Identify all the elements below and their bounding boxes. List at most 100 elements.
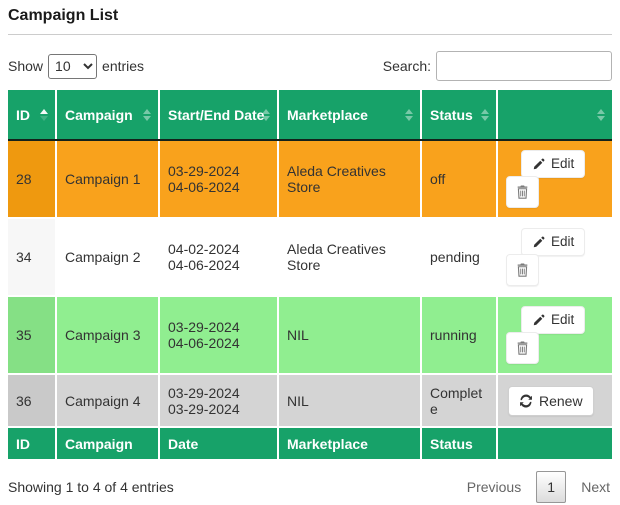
cell-marketplace: Aleda Creatives Store	[278, 140, 422, 219]
renew-button-label: Renew	[539, 392, 583, 409]
table-row: 34 Campaign 2 04-02-2024 04-06-2024 Aleda Cr…	[8, 218, 612, 297]
cell-id: 28	[8, 140, 57, 219]
trash-icon	[517, 263, 528, 277]
trash-icon	[517, 185, 528, 199]
cell-actions: Edit	[497, 140, 612, 219]
pagination-page-1[interactable]: 1	[536, 471, 567, 503]
footer-column-status: Status	[421, 426, 498, 459]
table-info: Showing 1 to 4 of 4 entries	[8, 479, 174, 495]
cell-status: Complete	[421, 374, 498, 428]
column-header-marketplace[interactable]: Marketplace	[278, 90, 422, 141]
cell-dates: 04-02-2024 04-06-2024	[159, 218, 279, 297]
delete-button[interactable]	[506, 175, 539, 208]
pencil-icon	[533, 314, 545, 325]
title-divider	[8, 34, 612, 35]
search-input[interactable]	[436, 51, 612, 81]
cell-campaign: Campaign 4	[56, 374, 160, 428]
trash-icon	[517, 341, 528, 355]
cell-status: running	[421, 296, 498, 375]
footer-column-start-end-date: Date	[159, 426, 279, 459]
cell-actions: Edit	[497, 296, 612, 375]
cell-status: pending	[421, 218, 498, 297]
cell-dates: 03-29-2024 04-06-2024	[159, 140, 279, 219]
sort-icon	[597, 108, 605, 121]
sort-icon	[262, 108, 270, 121]
edit-button[interactable]: Edit	[521, 306, 586, 334]
row-actions: Edit	[506, 306, 604, 364]
column-label: ID	[16, 106, 30, 123]
sort-icon	[481, 108, 489, 121]
pagination: Previous 1 Next	[467, 471, 610, 503]
table-row: 28 Campaign 1 03-29-2024 04-06-2024 Aleda Cr…	[8, 140, 612, 219]
cell-dates: 03-29-2024 04-06-2024	[159, 296, 279, 375]
cell-actions: Renew	[497, 374, 612, 428]
sort-icon	[143, 108, 151, 121]
pagination-previous[interactable]: Previous	[466, 479, 522, 495]
page-length-select[interactable]: 10	[48, 53, 98, 79]
date-line: 04-06-2024	[168, 257, 240, 273]
date-line: 03-29-2024	[168, 319, 240, 335]
bottom-bar: Showing 1 to 4 of 4 entries Previous 1 N…	[8, 471, 612, 503]
cell-campaign: Campaign 2	[56, 218, 160, 297]
column-header-campaign[interactable]: Campaign	[56, 90, 160, 141]
campaign-table: ID Campaign Start/End Date Marketplace Statu…	[8, 90, 612, 459]
cell-id: 34	[8, 218, 57, 297]
footer-column-actions	[497, 426, 612, 459]
cell-campaign: Campaign 1	[56, 140, 160, 219]
sort-icon	[405, 108, 413, 121]
entries-label: entries	[102, 58, 145, 74]
column-header-id[interactable]: ID	[8, 90, 57, 141]
cell-id: 36	[8, 374, 57, 428]
table-row: 35 Campaign 3 03-29-2024 04-06-2024 NIL runni…	[8, 296, 612, 375]
footer-column-campaign: Campaign	[56, 426, 160, 459]
edit-button-label: Edit	[551, 156, 575, 172]
column-header-actions[interactable]	[497, 90, 612, 141]
search-control: Search:	[383, 51, 612, 81]
cell-campaign: Campaign 3	[56, 296, 160, 375]
date-line: 04-02-2024	[168, 241, 240, 257]
edit-button[interactable]: Edit	[521, 150, 586, 178]
pencil-icon	[533, 236, 545, 247]
delete-button[interactable]	[506, 253, 539, 286]
column-label: Status	[430, 106, 473, 123]
cell-marketplace: NIL	[278, 296, 422, 375]
edit-button[interactable]: Edit	[521, 228, 586, 256]
pencil-icon	[533, 158, 545, 169]
sort-asc-icon	[40, 108, 48, 121]
pagination-next[interactable]: Next	[581, 479, 610, 495]
date-line: 04-06-2024	[168, 335, 240, 351]
cell-marketplace: NIL	[278, 374, 422, 428]
page-length-control: Show 10 entries	[8, 53, 145, 79]
row-actions: Renew	[506, 385, 604, 416]
page-title: Campaign List	[8, 7, 119, 24]
cell-dates: 03-29-2024 03-29-2024	[159, 374, 279, 428]
column-header-start-end-date[interactable]: Start/End Date	[159, 90, 279, 141]
date-line: 03-29-2024	[168, 400, 240, 417]
row-actions: Edit	[506, 228, 604, 286]
table-row: 36 Campaign 4 03-29-2024 03-29-2024 NIL Compl…	[8, 374, 612, 428]
show-label: Show	[8, 58, 44, 74]
cell-id: 35	[8, 296, 57, 375]
table-controls: Show 10 entries Search:	[8, 51, 612, 81]
column-label: Campaign	[65, 106, 133, 123]
column-label: Marketplace	[287, 106, 368, 123]
column-label: Start/End Date	[168, 106, 265, 123]
column-header-status[interactable]: Status	[421, 90, 498, 141]
cell-status: off	[421, 140, 498, 219]
header-row: ID Campaign Start/End Date Marketplace Statu…	[8, 90, 612, 141]
footer-row: ID Campaign Date Marketplace Status	[8, 426, 612, 459]
cell-actions: Edit	[497, 218, 612, 297]
refresh-icon	[520, 393, 532, 408]
footer-column-id: ID	[8, 426, 57, 459]
renew-button[interactable]: Renew	[508, 385, 594, 416]
edit-button-label: Edit	[551, 312, 575, 328]
cell-marketplace: Aleda Creatives Store	[278, 218, 422, 297]
edit-button-label: Edit	[551, 234, 575, 250]
delete-button[interactable]	[506, 331, 539, 364]
row-actions: Edit	[506, 150, 604, 208]
footer-column-marketplace: Marketplace	[278, 426, 422, 459]
search-label: Search:	[382, 58, 431, 74]
date-line: 04-06-2024	[168, 179, 240, 195]
date-line: 03-29-2024	[168, 163, 240, 179]
